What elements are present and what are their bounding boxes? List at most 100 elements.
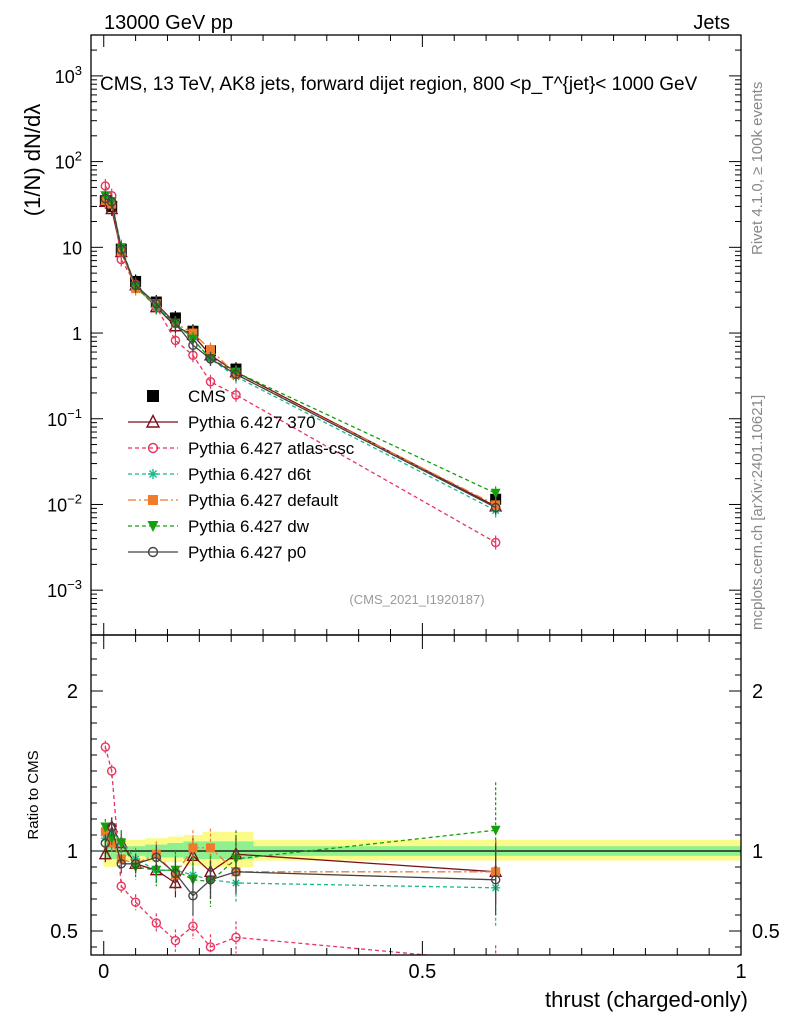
- mcplots-label: mcplots.cern.ch [arXiv:2401.10621]: [749, 395, 766, 630]
- main-y-tick-label: 102: [55, 149, 82, 173]
- main-y-tick-label: 1: [72, 324, 82, 344]
- series-line: [104, 185, 496, 544]
- data-point: [151, 298, 162, 309]
- legend-item: Pythia 6.427 dw: [128, 517, 310, 536]
- legend-marker: [147, 521, 159, 532]
- ratio-series-pythia-6-427-p0: [100, 817, 501, 915]
- ratio-point: [130, 859, 141, 869]
- legend-label: CMS: [188, 387, 226, 406]
- legend-label: Pythia 6.427 default: [188, 491, 339, 510]
- legend-label: Pythia 6.427 atlas-csc: [188, 439, 355, 458]
- main-y-tick-label: 10−2: [47, 491, 82, 515]
- data-point: [106, 197, 117, 207]
- legend-item: CMS: [147, 387, 226, 406]
- ratio-point: [188, 843, 198, 853]
- ratio-line: [104, 746, 434, 955]
- data-point: [116, 244, 127, 255]
- legend-marker: [147, 546, 159, 558]
- legend-item: Pythia 6.427 atlas-csc: [128, 439, 355, 458]
- ratio-point: [151, 918, 162, 928]
- ratio-point: [492, 957, 500, 965]
- series-cms: [99, 193, 502, 507]
- ratio-y-tick-label: 1: [67, 841, 78, 863]
- data-point: [170, 335, 181, 346]
- legend-item: Pythia 6.427 default: [128, 491, 339, 510]
- svg-text:(1/N) dN/dλ: (1/N) dN/dλ: [20, 104, 45, 216]
- legend-label: Pythia 6.427 dw: [188, 517, 310, 536]
- ratio-point: [205, 875, 216, 885]
- legend: CMS Pythia 6.427 370 Pythia 6.427 atlas-cs…: [128, 387, 355, 562]
- series-line: [104, 201, 496, 507]
- energy-label: 13000 GeV pp: [104, 12, 233, 34]
- legend-item: Pythia 6.427 p0: [128, 543, 306, 562]
- ratio-point: [98, 846, 112, 860]
- main-y-tick-label: 10−3: [47, 577, 82, 601]
- data-point: [205, 377, 216, 387]
- reference-label: (CMS_2021_I1920187): [349, 592, 484, 607]
- ratio-y-axis-label: Ratio to CMS: [25, 750, 42, 839]
- ratio-frame: [90, 634, 742, 956]
- data-point: [490, 502, 501, 513]
- ratio-line: [104, 825, 496, 884]
- main-y-tick-label: 10−1: [47, 406, 82, 430]
- ratio-point: [188, 921, 198, 931]
- series-line: [104, 197, 496, 512]
- data-point: [205, 345, 215, 355]
- rivet-version-label: Rivet 4.1.0, ≥ 100k events: [749, 82, 766, 255]
- x-tick-label: 1: [735, 961, 746, 983]
- ratio-y-tick-label: 0.5: [50, 921, 78, 943]
- legend-item: Pythia 6.427 d6t: [128, 465, 311, 484]
- data-point: [170, 318, 181, 329]
- ratio-line: [104, 824, 496, 897]
- x-tick-label: 0.5: [408, 961, 436, 983]
- main-plot-panel: 10−3 10−2 10−1 1 10 102 103 CMS, 13 TeV, AK8 j…: [47, 34, 742, 636]
- ratio-point: [100, 742, 111, 752]
- main-y-tick-label: 10: [62, 238, 82, 258]
- ratio-point: [490, 825, 501, 836]
- ratio-series-pythia-6-427-default: [100, 823, 501, 904]
- ratio-point: [116, 881, 127, 891]
- ratio-point: [116, 838, 127, 849]
- data-point: [490, 537, 501, 548]
- ratio-point: [231, 932, 241, 943]
- data-point: [231, 369, 241, 380]
- legend-label: Pythia 6.427 p0: [188, 543, 306, 562]
- legend-marker: [147, 390, 159, 402]
- ratio-line: [104, 830, 496, 889]
- series-line: [105, 200, 496, 506]
- ratio-point: [205, 942, 216, 952]
- legend-marker: [147, 442, 159, 454]
- data-point: [188, 340, 198, 351]
- jets-label: Jets: [693, 12, 730, 34]
- ratio-point: [130, 897, 141, 907]
- ratio-point: [106, 822, 117, 832]
- ratio-point: [170, 935, 181, 946]
- ratio-point: [106, 766, 117, 776]
- ratio-y-tick-label-right: 2: [752, 681, 763, 703]
- data-point: [205, 354, 216, 364]
- main-y-tick-label: 103: [55, 63, 82, 87]
- ratio-y-tick-label: 2: [67, 681, 78, 703]
- ratio-plot-panel: 0.5 0.5 1 1 2 2 0 0.5 1: [50, 634, 780, 983]
- ratio-point: [151, 852, 162, 863]
- ratio-band-inner: [167, 843, 184, 858]
- ratio-point: [205, 843, 215, 853]
- legend-label: Pythia 6.427 370: [188, 413, 316, 432]
- ratio-point: [100, 838, 111, 848]
- ratio-point: [151, 865, 162, 876]
- data-point: [130, 280, 141, 291]
- legend-item: Pythia 6.427 370: [128, 413, 316, 432]
- ratio-y-tick-label-right: 1: [752, 841, 763, 863]
- ratio-point: [188, 891, 198, 901]
- chart-title: CMS, 13 TeV, AK8 jets, forward dijet reg…: [100, 74, 698, 95]
- ratio-y-tick-label-right: 0.5: [752, 921, 780, 943]
- legend-marker: [148, 469, 158, 479]
- ratio-point: [170, 868, 181, 879]
- legend-marker: [148, 495, 158, 505]
- data-point: [231, 390, 241, 400]
- ratio-point: [490, 875, 501, 885]
- legend-label: Pythia 6.427 d6t: [188, 465, 311, 484]
- main-y-axis-label: (1/N) dN/dλ: [20, 104, 45, 216]
- series-pythia-6-427-p0: [100, 191, 501, 515]
